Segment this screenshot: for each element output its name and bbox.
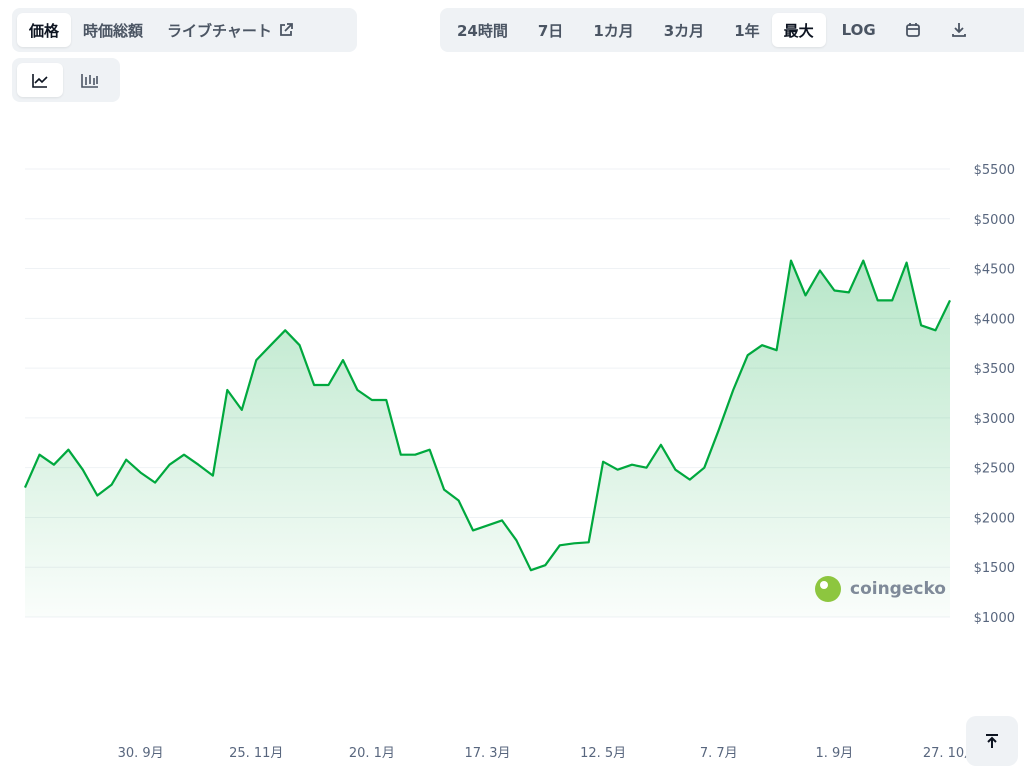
range-1m[interactable]: 1カ月	[593, 21, 634, 40]
x-tick-label: 1. 9月	[815, 746, 853, 761]
line-chart-icon	[32, 74, 48, 88]
tab-live-chart[interactable]: ライブチャート	[155, 13, 307, 47]
watermark-text: coingecko	[850, 579, 946, 599]
chart-type-group	[12, 58, 120, 102]
calendar-icon	[905, 23, 920, 37]
range-1y[interactable]: 1年	[734, 21, 760, 40]
range-group: 24時間 7日 1カ月 3カ月 1年 最大 LOG	[440, 8, 1024, 52]
y-tick-label: $4000	[974, 312, 1015, 327]
watermark-logo-eye	[820, 581, 828, 589]
price-area	[25, 260, 950, 617]
x-tick-label: 17. 3月	[464, 746, 510, 761]
y-tick-label: $3500	[974, 362, 1015, 377]
y-tick-label: $1000	[974, 611, 1015, 626]
x-tick-label: 20. 1月	[349, 746, 395, 761]
y-tick-label: $2000	[974, 511, 1015, 526]
scroll-top-icon	[986, 734, 998, 748]
y-tick-label: $4500	[974, 263, 1015, 278]
y-tick-label: $2500	[974, 462, 1015, 477]
external-link-icon	[279, 23, 293, 36]
candle-chart-icon	[81, 74, 98, 88]
calendar-button[interactable]	[892, 13, 934, 47]
range-3m[interactable]: 3カ月	[663, 21, 705, 40]
price-tab-group: 価格 時価総額 ライブチャート	[12, 8, 357, 52]
y-tick-label: $3000	[974, 412, 1015, 427]
watermark-logo	[815, 576, 841, 602]
x-tick-label: 12. 5月	[580, 746, 626, 761]
tab-price[interactable]: 価格	[17, 13, 72, 47]
y-tick-label: $1500	[974, 561, 1015, 576]
watermark: coingecko	[815, 576, 946, 602]
candle-chart-button[interactable]	[67, 63, 113, 97]
price-line	[23, 259, 951, 572]
range-7d[interactable]: 7日	[537, 21, 564, 40]
y-tick-label: $5000	[974, 213, 1015, 228]
scroll-top-button[interactable]	[966, 716, 1018, 766]
x-tick-label: 30. 9月	[118, 746, 164, 761]
line-chart-button[interactable]	[17, 63, 63, 97]
range-max[interactable]: 最大	[771, 13, 826, 47]
tab-live-chart-label: ライブチャート	[167, 21, 272, 40]
y-tick-label: $5500	[974, 163, 1015, 178]
range-24h[interactable]: 24時間	[457, 21, 508, 40]
x-tick-label: 7. 7月	[700, 746, 738, 761]
x-tick-label: 25. 11月	[229, 746, 283, 761]
download-icon	[951, 23, 966, 37]
tab-market-cap[interactable]: 時価総額	[83, 21, 144, 40]
download-button[interactable]	[938, 13, 980, 47]
range-log[interactable]: LOG	[841, 21, 876, 39]
